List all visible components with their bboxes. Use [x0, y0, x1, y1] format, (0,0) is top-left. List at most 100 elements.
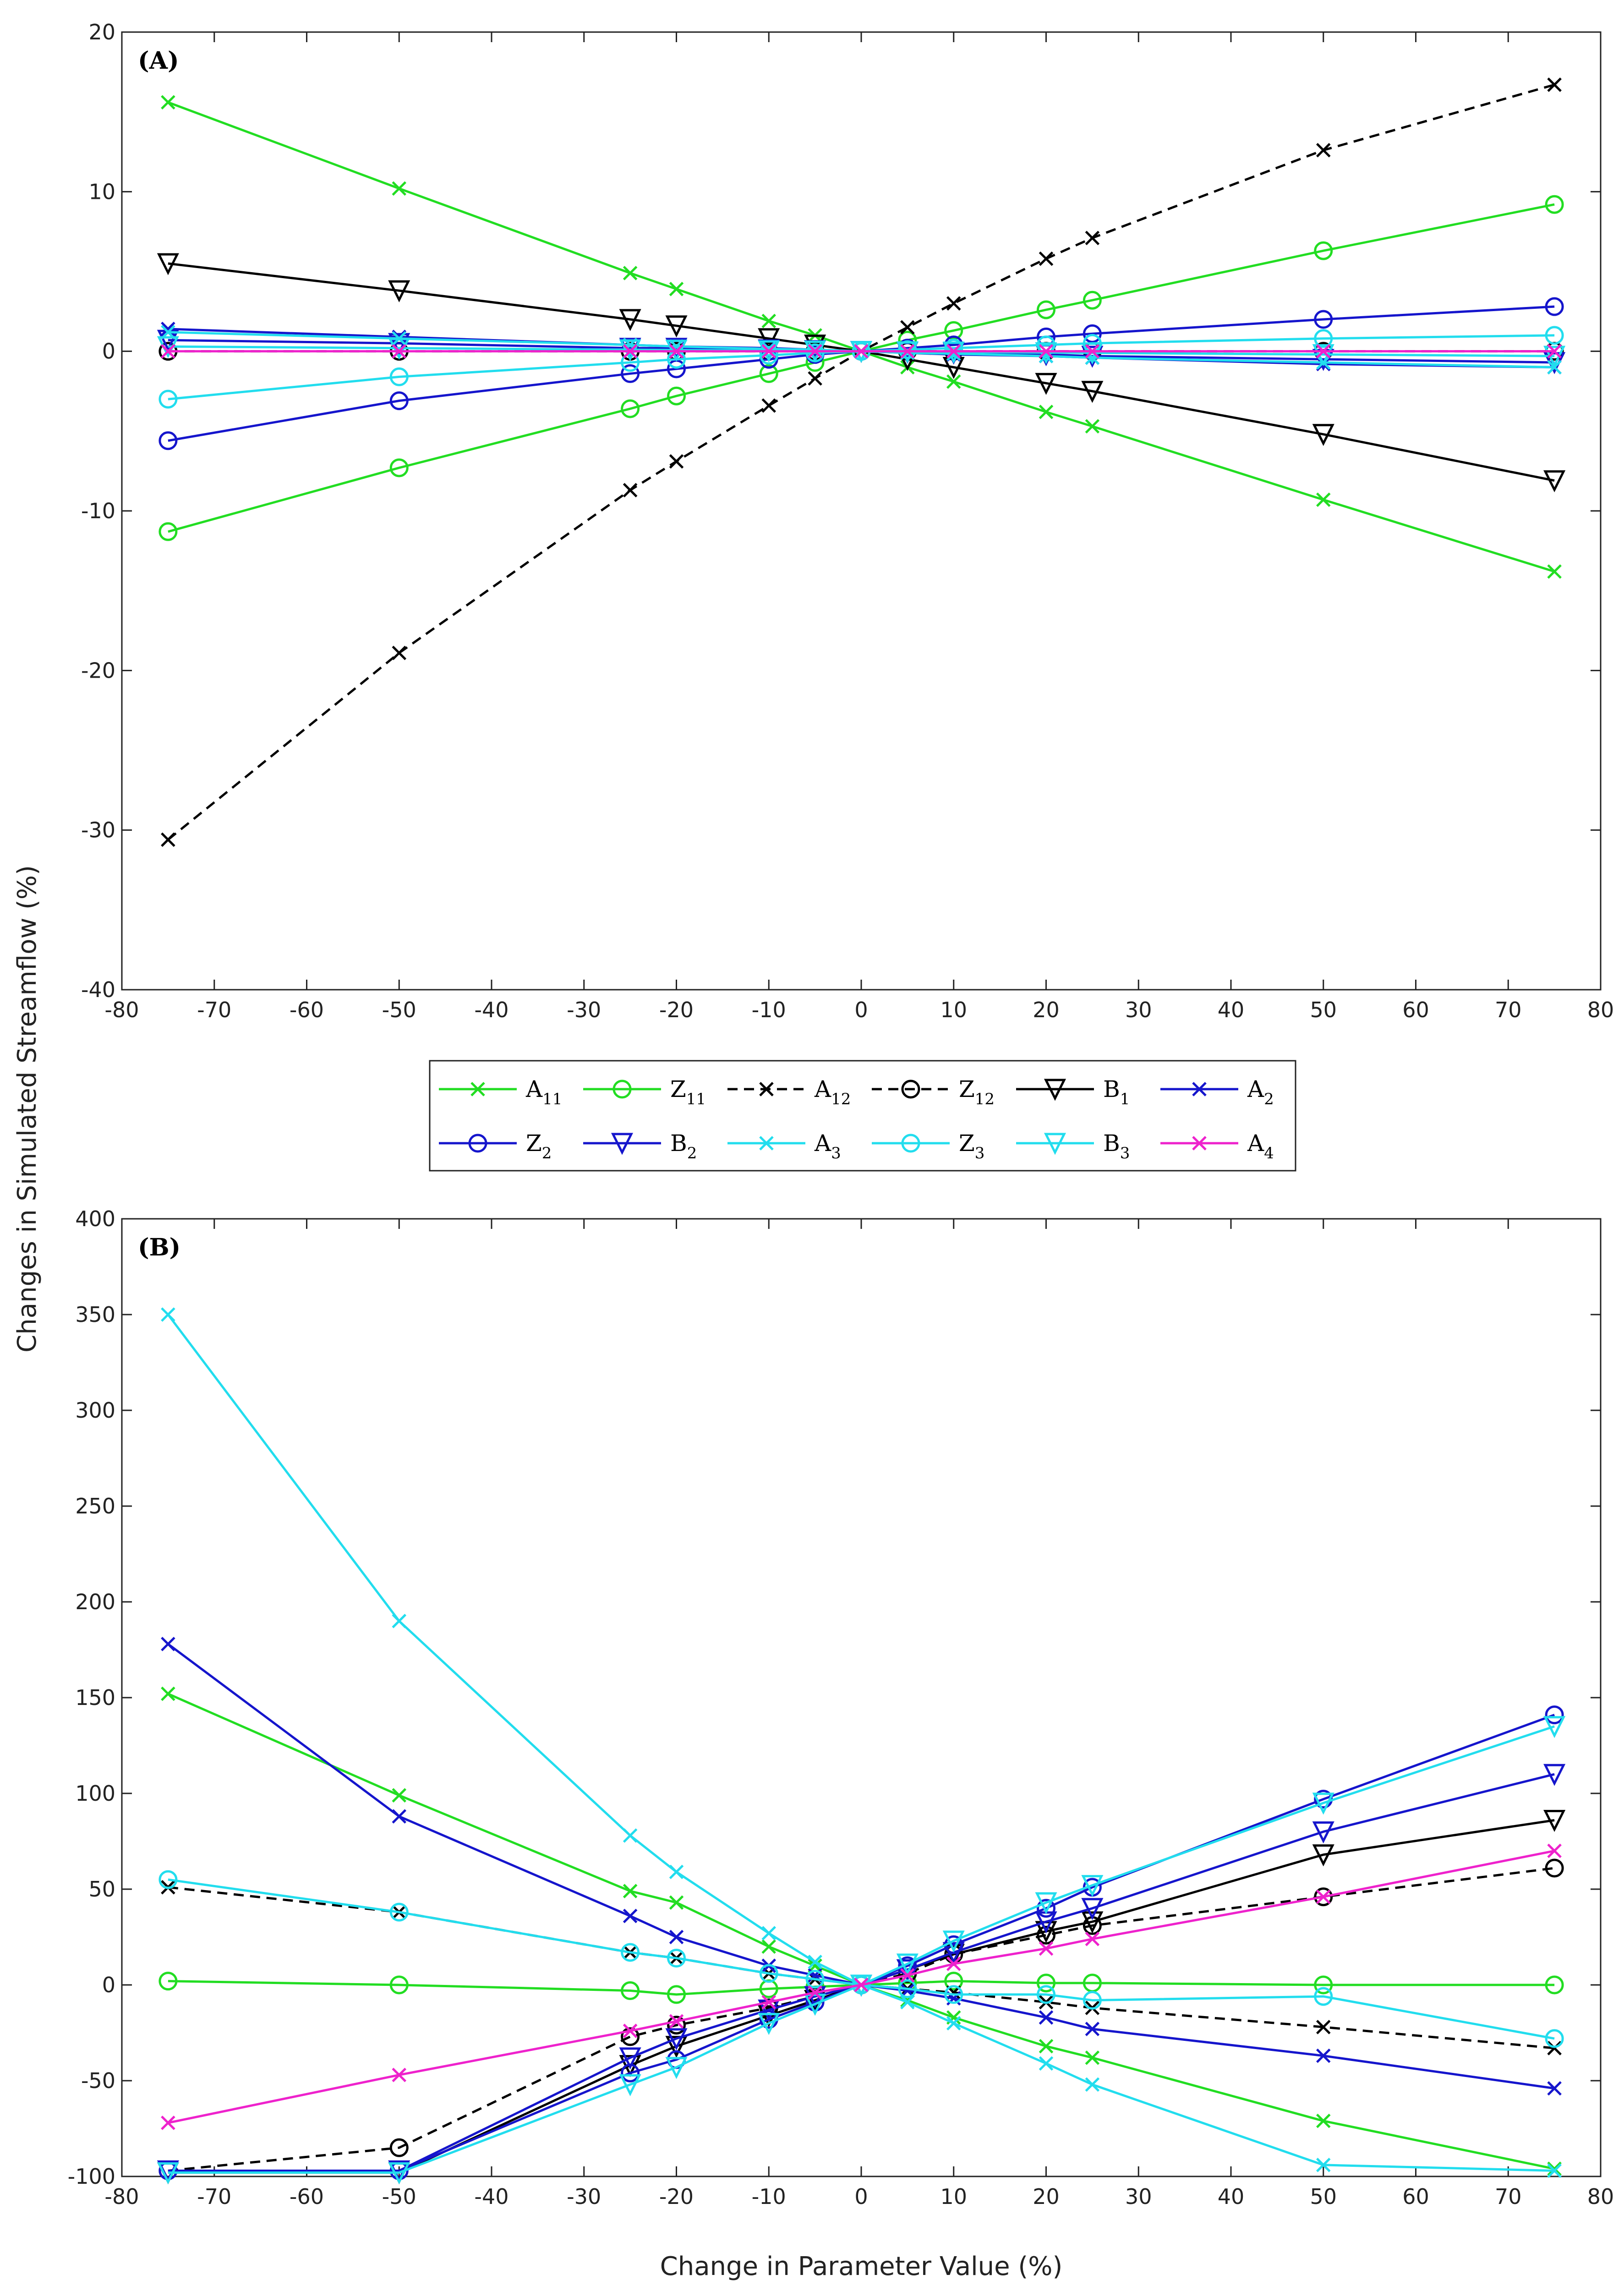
data-point-z3: [621, 353, 640, 372]
data-point-z11: [1083, 290, 1102, 310]
data-point-z3: [621, 1943, 640, 1962]
data-point-a4: [1316, 1889, 1331, 1904]
series-line-a4: [168, 1849, 1555, 2124]
data-point-a3: [161, 1307, 175, 1322]
data-point-a4: [392, 344, 407, 359]
data-point-a11: [623, 266, 638, 280]
legend-label: Z3: [959, 1130, 984, 1162]
data-point-b2: [942, 1942, 965, 1964]
data-point-a12: [761, 398, 776, 413]
x-tick-label-b: -40: [474, 2184, 509, 2209]
data-point-a11: [1039, 405, 1054, 419]
data-point-a4: [1039, 344, 1054, 359]
data-point-b3: [942, 1930, 965, 1953]
data-point-z11: [1314, 241, 1333, 260]
data-point-a3: [623, 1828, 638, 1843]
data-point-a4: [392, 2067, 407, 2083]
x-tick-label-b: -50: [382, 2184, 416, 2209]
series-a4: [161, 1843, 1562, 2130]
legend-label: B3: [1103, 1130, 1130, 1162]
data-point-a11: [761, 313, 776, 329]
x-tick-label-a: 70: [1495, 998, 1522, 1022]
data-point-z3: [389, 367, 409, 386]
data-point-z3: [805, 1969, 825, 1989]
data-point-a3: [900, 1995, 915, 2010]
x-tick-label-b: 60: [1402, 2184, 1429, 2209]
legend-box: [429, 1060, 1296, 1172]
x-tick-label-a: -10: [752, 998, 786, 1022]
data-point-b1: [758, 2005, 780, 2028]
y-tick-label-b: 300: [75, 1398, 115, 1423]
series-line-b3: [168, 1725, 1555, 2174]
data-point-z3: [944, 339, 963, 358]
series-b3: [157, 1716, 1566, 2185]
x-tick-label-a: 40: [1218, 998, 1245, 1022]
data-point-z11: [667, 386, 686, 406]
data-point-a3: [808, 1955, 822, 1969]
x-tick-label-a: -30: [567, 998, 601, 1022]
data-point-a11: [1085, 419, 1100, 434]
y-tick-label-a: 20: [88, 20, 115, 44]
data-point-a4: [669, 344, 684, 359]
data-point-z2: [159, 431, 178, 450]
y-tick-label-a: 0: [102, 339, 115, 364]
x-tick-label-a: 10: [940, 998, 967, 1022]
data-point-z11: [621, 399, 640, 418]
data-point-a4: [808, 1985, 822, 2000]
data-point-b1: [665, 315, 688, 338]
data-point-z3: [1314, 1987, 1333, 2006]
x-tick-label-b: 20: [1033, 2184, 1060, 2209]
plot-area-b: [121, 1218, 1602, 2177]
legend-entry-z3: Z3: [872, 1130, 984, 1162]
data-point-z3: [944, 1985, 963, 2004]
legend-marker: [470, 1082, 485, 1096]
legend-entry-z2: Z2: [439, 1130, 552, 1162]
data-point-a4: [1085, 344, 1100, 359]
series-line-z2: [168, 305, 1555, 442]
data-point-a2: [392, 1809, 407, 1824]
data-point-a12: [900, 320, 915, 335]
data-point-a4: [1547, 344, 1562, 359]
data-point-z3: [1314, 329, 1333, 348]
data-point-a4: [900, 1968, 915, 1983]
data-point-a11: [1547, 564, 1562, 579]
data-point-a4: [808, 344, 822, 359]
series-b1: [157, 253, 1566, 493]
data-point-a11: [1316, 2114, 1331, 2128]
data-point-a3: [392, 1614, 407, 1628]
data-point-z3: [1037, 1985, 1055, 2004]
legend-marker: [901, 1080, 920, 1099]
data-point-z3: [759, 345, 778, 365]
series-z11: [159, 195, 1564, 541]
legend-label: A2: [1247, 1076, 1274, 1108]
data-point-z11: [759, 1979, 778, 1998]
x-tick-label-a: 20: [1033, 998, 1060, 1022]
legend-entry-b1: B1: [1016, 1076, 1130, 1108]
legend-entry-z11: Z11: [583, 1076, 706, 1108]
data-point-z11: [1545, 195, 1564, 214]
series-z3: [159, 326, 1564, 409]
series-line-b1: [168, 262, 1555, 482]
legend-marker: [901, 1134, 920, 1153]
y-tick-label-b: -50: [81, 2068, 115, 2093]
data-point-a12: [1085, 230, 1100, 246]
data-point-b1: [388, 280, 410, 302]
data-point-b3: [1035, 1892, 1057, 1914]
x-tick-label-b: -80: [104, 2184, 139, 2209]
x-tick-label-b: 0: [854, 2184, 868, 2209]
data-point-z2: [1037, 1899, 1055, 1918]
data-point-a11: [946, 374, 961, 389]
x-tick-label-b: -70: [197, 2184, 231, 2209]
panel-b: -80 -70 -60 -50 -40 -30 -20 -10 0 10 20 30 40 50 60 70 8…: [68, 1206, 1614, 2209]
data-point-a3: [761, 1926, 776, 1940]
data-point-a11: [392, 181, 407, 196]
data-point-b3: [1081, 342, 1104, 365]
data-point-a12: [623, 482, 638, 498]
x-tick-label-b: -60: [290, 2184, 324, 2209]
data-point-a12: [392, 646, 407, 660]
legend-marker: [759, 1082, 774, 1096]
data-point-a11: [161, 95, 175, 110]
x-tick-label-a: -50: [382, 998, 416, 1022]
data-point-a2: [1039, 2010, 1054, 2025]
data-point-a3: [946, 346, 961, 361]
